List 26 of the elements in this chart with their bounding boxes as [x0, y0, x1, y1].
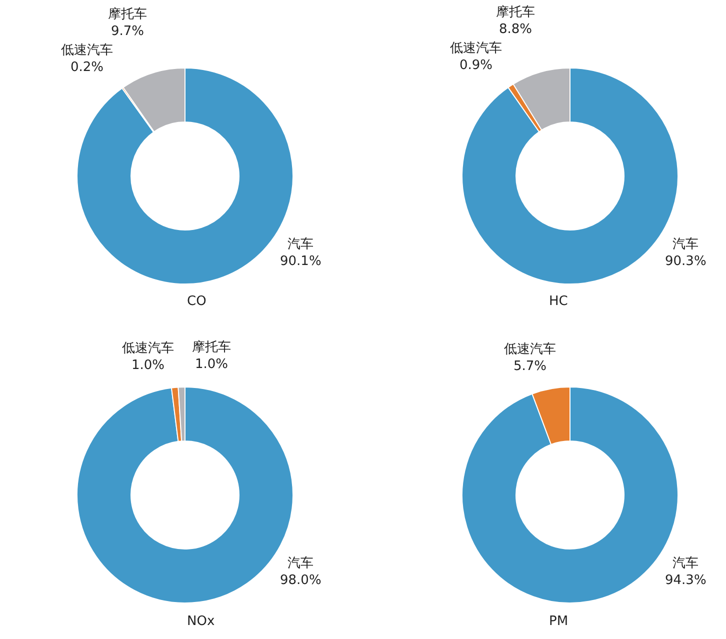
- slice-label: 摩托车: [108, 7, 147, 22]
- data-label: 5.7%: [513, 358, 547, 374]
- slice-label: 汽车: [672, 237, 699, 252]
- text: PM: [549, 614, 568, 629]
- slice-label: 低速汽车: [450, 41, 502, 56]
- slice-label: 低速汽车: [504, 342, 556, 357]
- data-label: 98.0%: [280, 572, 322, 588]
- data-label: 94.3%: [665, 572, 706, 588]
- slice-label: 摩托车: [496, 5, 535, 20]
- slice-label: 低速汽车: [61, 43, 113, 58]
- text: NOx: [187, 614, 215, 629]
- data-label: 90.1%: [280, 254, 322, 269]
- text: HC: [549, 294, 568, 309]
- slice-label: 汽车: [288, 237, 314, 252]
- data-label: 0.2%: [70, 60, 104, 75]
- data-label: 8.8%: [498, 22, 532, 37]
- slice-label: 低速汽车: [122, 341, 174, 356]
- slice-label: 摩托车: [192, 340, 231, 355]
- data-label: 90.3%: [665, 254, 706, 269]
- data-label: 1.0%: [194, 356, 228, 372]
- data-label: 9.7%: [110, 24, 144, 39]
- text: CO: [187, 294, 206, 309]
- data-label: 0.9%: [459, 58, 493, 73]
- data-label: 1.0%: [131, 358, 165, 373]
- slice-label: 汽车: [672, 556, 699, 571]
- slice-label: 汽车: [288, 556, 314, 571]
